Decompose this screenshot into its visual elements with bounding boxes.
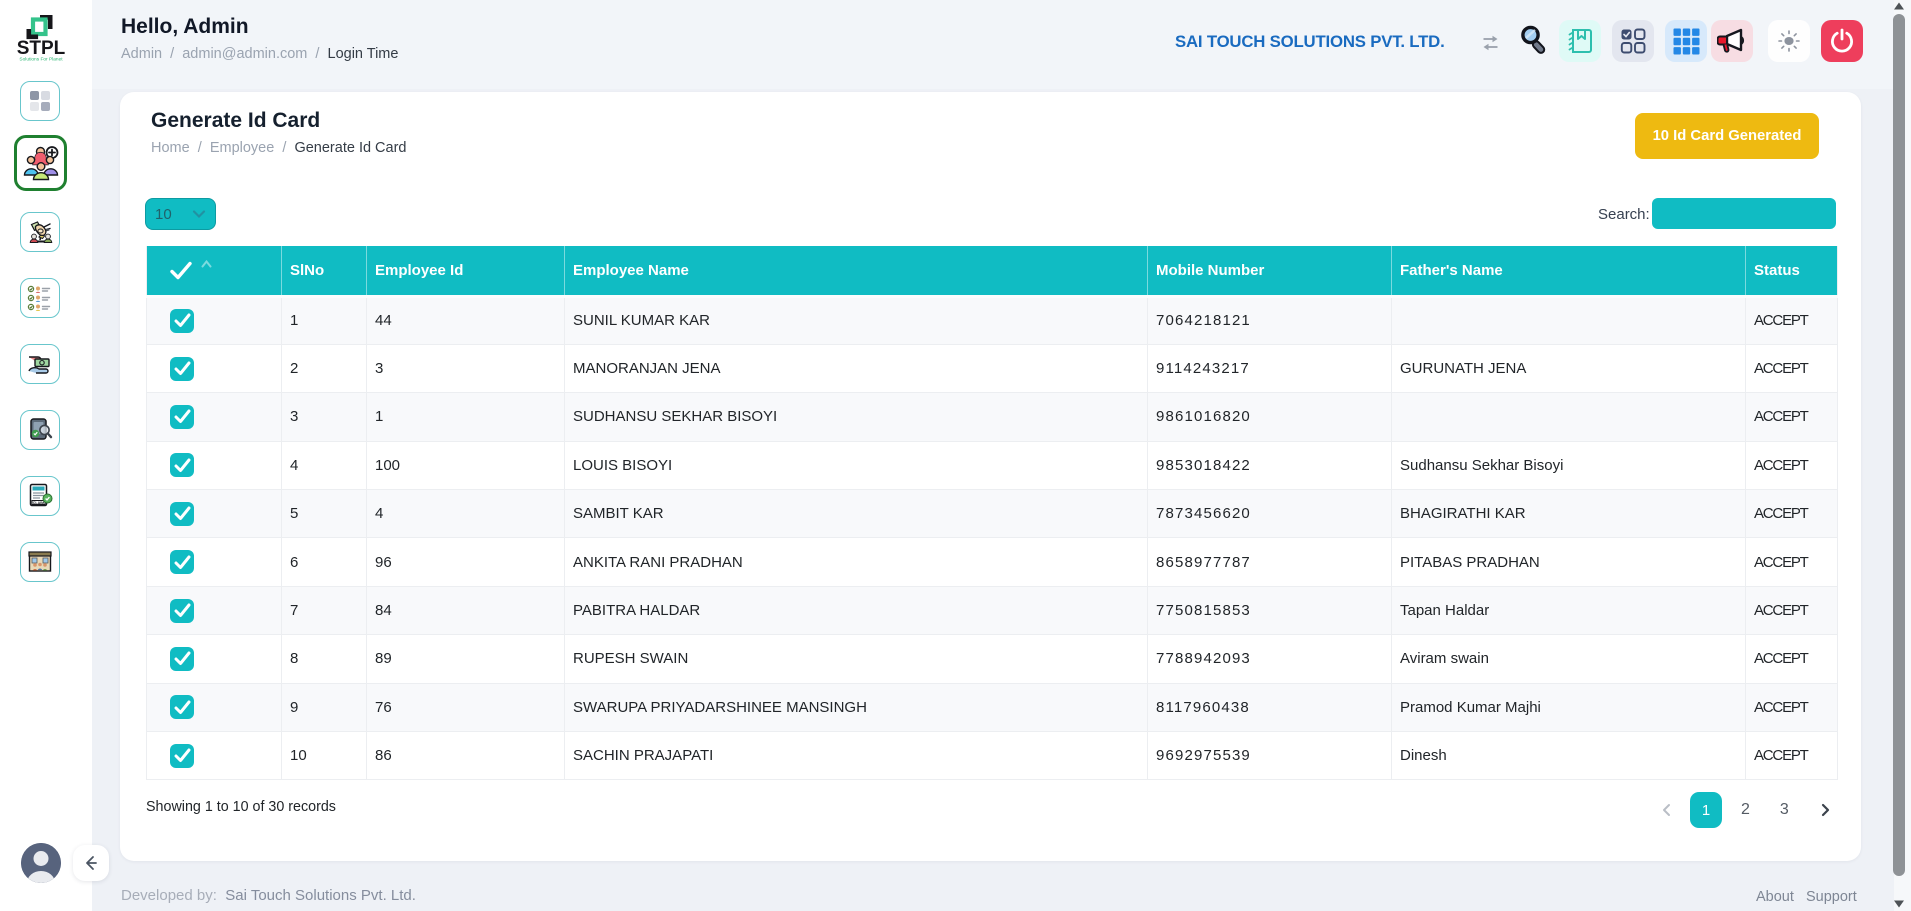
svg-text:CLAIM: CLAIM	[33, 501, 44, 505]
svg-text:STPL: STPL	[17, 38, 66, 59]
svg-text:Solutions For Planet: Solutions For Planet	[19, 57, 63, 63]
